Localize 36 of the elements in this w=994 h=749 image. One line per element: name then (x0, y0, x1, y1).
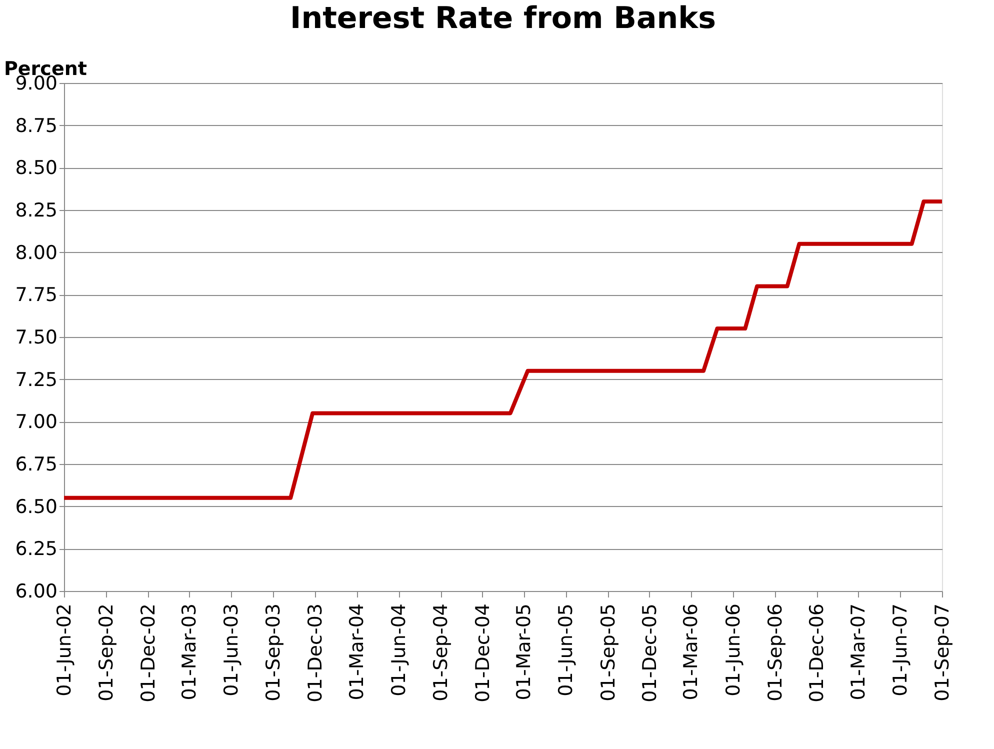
x-tick-label: 01-Mar-03 (178, 604, 200, 700)
x-tick-label: 01-Jun-03 (220, 604, 243, 696)
y-tick-label: 6.50 (15, 496, 58, 518)
x-tick-label: 01-Dec-05 (638, 604, 661, 702)
x-tick-label: 01-Dec-04 (472, 604, 494, 702)
x-tick-label: 01-Dec-03 (304, 604, 326, 702)
y-tick-label: 8.00 (15, 242, 58, 264)
y-tick-label: 8.50 (15, 157, 58, 180)
x-tick-label: 01-Sep-02 (96, 604, 118, 702)
x-tick-label: 01-Mar-07 (847, 604, 870, 700)
y-tick-label: 7.00 (15, 411, 58, 434)
y-tick-label: 7.75 (15, 284, 58, 306)
x-tick-label: 01-Mar-06 (680, 604, 702, 700)
x-tick-label: 01-Jun-05 (555, 604, 578, 696)
x-tick-label: 01-Sep-03 (262, 604, 285, 702)
x-tick-label: 01-Sep-05 (597, 604, 620, 702)
y-tick-label: 6.00 (15, 580, 58, 602)
y-tick-label: 8.25 (15, 200, 58, 222)
x-tick-label: 01-Jun-02 (54, 604, 76, 696)
y-tick-label: 7.50 (15, 326, 58, 348)
y-tick-label: 6.75 (15, 454, 58, 476)
x-tick-label: 01-Jun-04 (388, 604, 410, 696)
x-tick-label: 01-Sep-06 (764, 604, 786, 702)
x-tick-label: 01-Mar-05 (513, 604, 536, 700)
line-series (62, 200, 944, 500)
y-tick-label: 7.25 (15, 368, 58, 391)
x-tick-label: 01-Mar-04 (346, 604, 368, 700)
x-tick-label: 01-Jun-07 (889, 604, 912, 696)
x-tick-label: 01-Dec-06 (806, 604, 828, 702)
x-tick-label: 01-Jun-06 (722, 604, 744, 696)
y-tick-label: 6.25 (15, 538, 58, 560)
chart-title: Interest Rate from Banks (290, 1, 716, 36)
x-tick-label: 01-Sep-07 (932, 604, 954, 702)
y-tick-label: 8.75 (15, 114, 58, 137)
x-tick-label: 01-Sep-04 (430, 604, 452, 702)
x-tick-label: 01-Dec-02 (137, 604, 160, 702)
